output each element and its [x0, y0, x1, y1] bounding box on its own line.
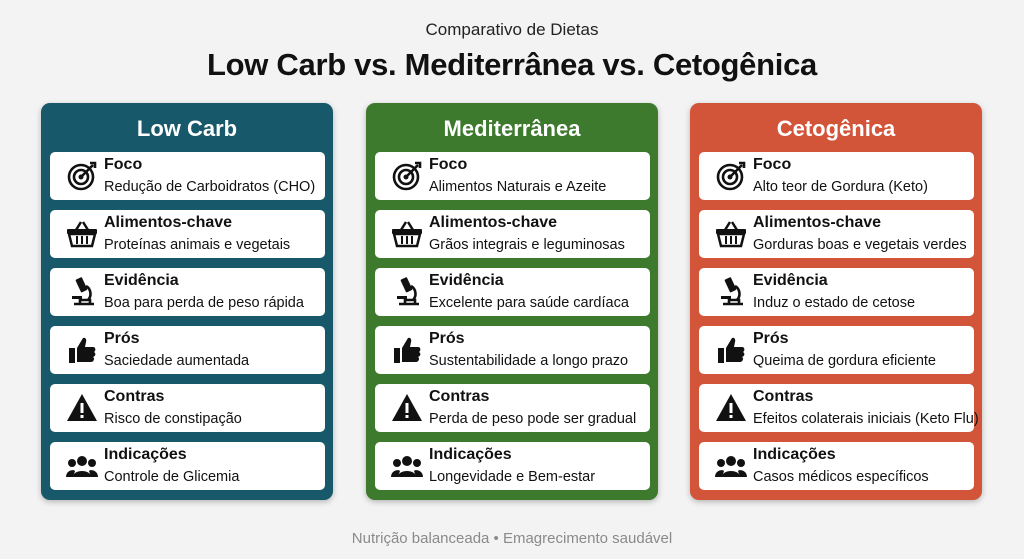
row-text: Controle de Glicemia	[104, 469, 240, 485]
row-icon	[391, 220, 423, 248]
row-box: Contras Risco de constipação	[50, 384, 325, 432]
row-label: Prós	[104, 330, 140, 347]
row-icon	[715, 220, 747, 248]
diet-card: Cetogênica Foco Alto teor de Gordura (Keto…	[690, 103, 982, 500]
row-label: Evidência	[429, 272, 504, 289]
row-icon	[392, 394, 422, 421]
row-label: Contras	[104, 388, 165, 405]
diet-card: Low Carb Foco Redução de Carboidratos (CHO…	[41, 103, 333, 500]
row-text: Gorduras boas e vegetais verdes	[753, 237, 967, 253]
row-text: Alimentos Naturais e Azeite	[429, 179, 607, 195]
row-label: Prós	[753, 330, 789, 347]
diet-card: Mediterrânea Foco Alimentos Naturais e Aze…	[366, 103, 658, 500]
row-icon	[716, 161, 746, 191]
row-text: Casos médicos específicos	[753, 469, 929, 485]
row-text: Proteínas animais e vegetais	[104, 237, 291, 253]
row-icon	[67, 394, 97, 421]
row-box: Prós Saciedade aumentada	[50, 326, 325, 374]
row-box: Evidência Excelente para saúde cardíaca	[375, 268, 650, 316]
row-box: Foco Alto teor de Gordura (Keto)	[699, 152, 974, 200]
subtitle: Comparativo de Dietas	[425, 20, 599, 39]
row-label: Alimentos-chave	[429, 214, 558, 231]
row-label: Foco	[753, 156, 792, 173]
row-label: Foco	[429, 156, 468, 173]
row-box: Indicações Longevidade e Bem-estar	[375, 442, 650, 490]
row-text: Boa para perda de peso rápida	[104, 295, 304, 311]
row-box: Foco Alimentos Naturais e Azeite	[375, 152, 650, 200]
row-icon	[67, 161, 97, 191]
row-label: Contras	[429, 388, 490, 405]
title: Low Carb vs. Mediterrânea vs. Cetogênica	[207, 47, 817, 82]
row-box: Indicações Controle de Glicemia	[50, 442, 325, 490]
row-icon	[394, 337, 421, 363]
row-icon	[715, 456, 747, 477]
row-box: Evidência Boa para perda de peso rápida	[50, 268, 325, 316]
row-text: Queima de gordura eficiente	[753, 353, 936, 369]
row-icon	[718, 337, 745, 363]
row-text: Sustentabilidade a longo prazo	[429, 353, 629, 369]
row-box: Alimentos-chave Grãos integrais e legumin…	[375, 210, 650, 258]
row-box: Evidência Induz o estado de cetose	[699, 268, 974, 316]
row-icon	[392, 161, 422, 191]
row-box: Indicações Casos médicos específicos	[699, 442, 974, 490]
row-text: Redução de Carboidratos (CHO)	[104, 179, 316, 195]
row-label: Foco	[104, 156, 143, 173]
row-icon	[69, 337, 96, 363]
row-icon	[716, 394, 746, 421]
row-text: Saciedade aumentada	[104, 353, 250, 369]
row-box: Contras Perda de peso pode ser gradual	[375, 384, 650, 432]
row-text: Perda de peso pode ser gradual	[429, 411, 637, 427]
row-label: Evidência	[104, 272, 179, 289]
footer: Nutrição balanceada • Emagrecimento saud…	[351, 530, 673, 547]
row-label: Alimentos-chave	[104, 214, 233, 231]
row-label: Prós	[429, 330, 465, 347]
row-text: Risco de constipação	[104, 411, 242, 427]
row-icon	[66, 456, 98, 477]
row-box: Alimentos-chave Gorduras boas e vegetais …	[699, 210, 974, 258]
row-text: Efeitos colaterais iniciais (Keto Flu)	[753, 411, 979, 427]
card-title: Mediterrânea	[443, 116, 581, 141]
row-label: Contras	[753, 388, 814, 405]
row-icon	[70, 276, 96, 306]
row-icon	[719, 276, 745, 306]
card-title: Cetogênica	[776, 116, 896, 141]
row-label: Alimentos-chave	[753, 214, 882, 231]
row-text: Induz o estado de cetose	[753, 295, 916, 311]
row-text: Excelente para saúde cardíaca	[429, 295, 629, 311]
row-box: Prós Queima de gordura eficiente	[699, 326, 974, 374]
row-text: Grãos integrais e leguminosas	[429, 237, 625, 253]
row-label: Indicações	[104, 446, 187, 463]
row-icon	[391, 456, 423, 477]
row-box: Prós Sustentabilidade a longo prazo	[375, 326, 650, 374]
card-title: Low Carb	[136, 116, 238, 141]
row-label: Indicações	[429, 446, 512, 463]
row-box: Contras Efeitos colaterais iniciais (Keto…	[699, 384, 979, 432]
row-label: Indicações	[753, 446, 836, 463]
row-box: Foco Redução de Carboidratos (CHO)	[50, 152, 325, 200]
row-icon	[66, 220, 98, 248]
row-label: Evidência	[753, 272, 828, 289]
row-text: Longevidade e Bem-estar	[429, 469, 596, 485]
row-text: Alto teor de Gordura (Keto)	[753, 179, 928, 195]
row-box: Alimentos-chave Proteínas animais e veget…	[50, 210, 325, 258]
row-icon	[395, 276, 421, 306]
